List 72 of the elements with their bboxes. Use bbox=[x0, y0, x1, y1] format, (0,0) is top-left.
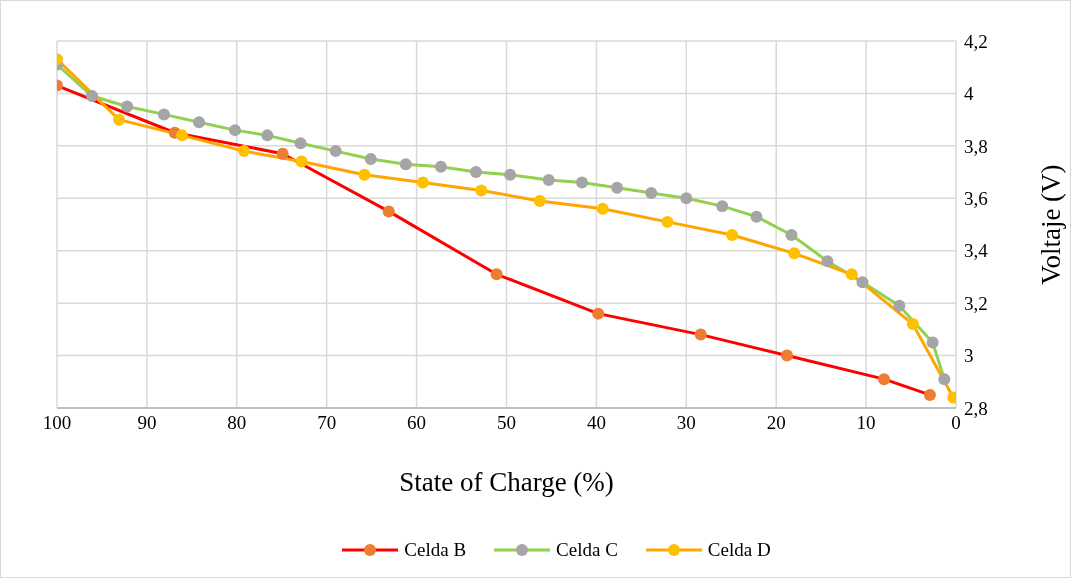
point bbox=[276, 147, 289, 160]
y-axis-title: Voltaje (V) bbox=[1035, 164, 1066, 285]
point bbox=[295, 155, 308, 168]
point bbox=[938, 373, 951, 386]
point bbox=[364, 152, 377, 165]
point bbox=[716, 200, 729, 213]
x-tick-label: 20 bbox=[766, 412, 786, 434]
point bbox=[358, 168, 371, 181]
point bbox=[645, 187, 658, 200]
point bbox=[399, 158, 412, 171]
x-tick-label: 50 bbox=[497, 412, 516, 434]
point bbox=[157, 108, 170, 121]
point bbox=[926, 336, 939, 349]
point bbox=[469, 166, 482, 179]
y-tick-label: 3,2 bbox=[964, 292, 988, 314]
point bbox=[113, 113, 126, 126]
point bbox=[845, 268, 858, 281]
x-tick-label: 80 bbox=[227, 412, 247, 434]
point bbox=[923, 388, 936, 401]
point bbox=[906, 318, 919, 331]
point bbox=[726, 228, 739, 241]
legend-label: Celda C bbox=[556, 539, 618, 561]
x-axis-title: State of Charge (%) bbox=[399, 467, 614, 497]
point bbox=[175, 129, 188, 142]
point bbox=[542, 173, 555, 186]
point bbox=[416, 176, 429, 189]
point bbox=[193, 116, 206, 129]
x-tick-label: 40 bbox=[586, 412, 606, 434]
legend-label: Celda D bbox=[707, 539, 771, 561]
x-tick-label: 90 bbox=[137, 412, 157, 434]
point bbox=[611, 181, 624, 194]
y-tick-label: 3,4 bbox=[964, 240, 989, 262]
point bbox=[596, 202, 609, 215]
point bbox=[237, 145, 250, 158]
point bbox=[504, 168, 517, 181]
point bbox=[329, 145, 342, 158]
point bbox=[785, 228, 798, 241]
point bbox=[490, 268, 503, 281]
point bbox=[533, 194, 546, 207]
y-tick-label: 3,6 bbox=[964, 188, 988, 210]
x-tick-label: 60 bbox=[407, 412, 427, 434]
point bbox=[821, 255, 834, 268]
point bbox=[661, 215, 674, 228]
y-tick-label: 2,8 bbox=[964, 397, 988, 419]
y-tick-label: 4 bbox=[964, 83, 974, 105]
point bbox=[86, 90, 99, 103]
point bbox=[856, 276, 869, 289]
point bbox=[261, 129, 274, 142]
point bbox=[294, 137, 307, 150]
point bbox=[893, 299, 906, 312]
legend-label: Celda B bbox=[404, 539, 467, 561]
y-tick-label: 4,2 bbox=[964, 30, 988, 52]
point bbox=[121, 100, 134, 113]
point bbox=[434, 160, 447, 173]
point bbox=[780, 349, 793, 362]
point bbox=[576, 176, 589, 189]
point bbox=[382, 205, 395, 218]
point bbox=[788, 247, 801, 260]
point bbox=[750, 210, 763, 223]
y-tick-label: 3 bbox=[964, 345, 974, 367]
x-tick-label: 100 bbox=[42, 412, 72, 434]
point bbox=[475, 184, 488, 197]
point bbox=[592, 307, 605, 320]
y-tick-label: 3,8 bbox=[964, 135, 988, 157]
point bbox=[694, 328, 707, 341]
x-tick-label: 30 bbox=[676, 412, 696, 434]
x-tick-label: 10 bbox=[856, 412, 876, 434]
x-tick-label: 0 bbox=[951, 412, 961, 434]
point bbox=[878, 373, 891, 386]
point bbox=[680, 192, 693, 205]
x-tick-label: 70 bbox=[317, 412, 337, 434]
point bbox=[229, 124, 241, 137]
